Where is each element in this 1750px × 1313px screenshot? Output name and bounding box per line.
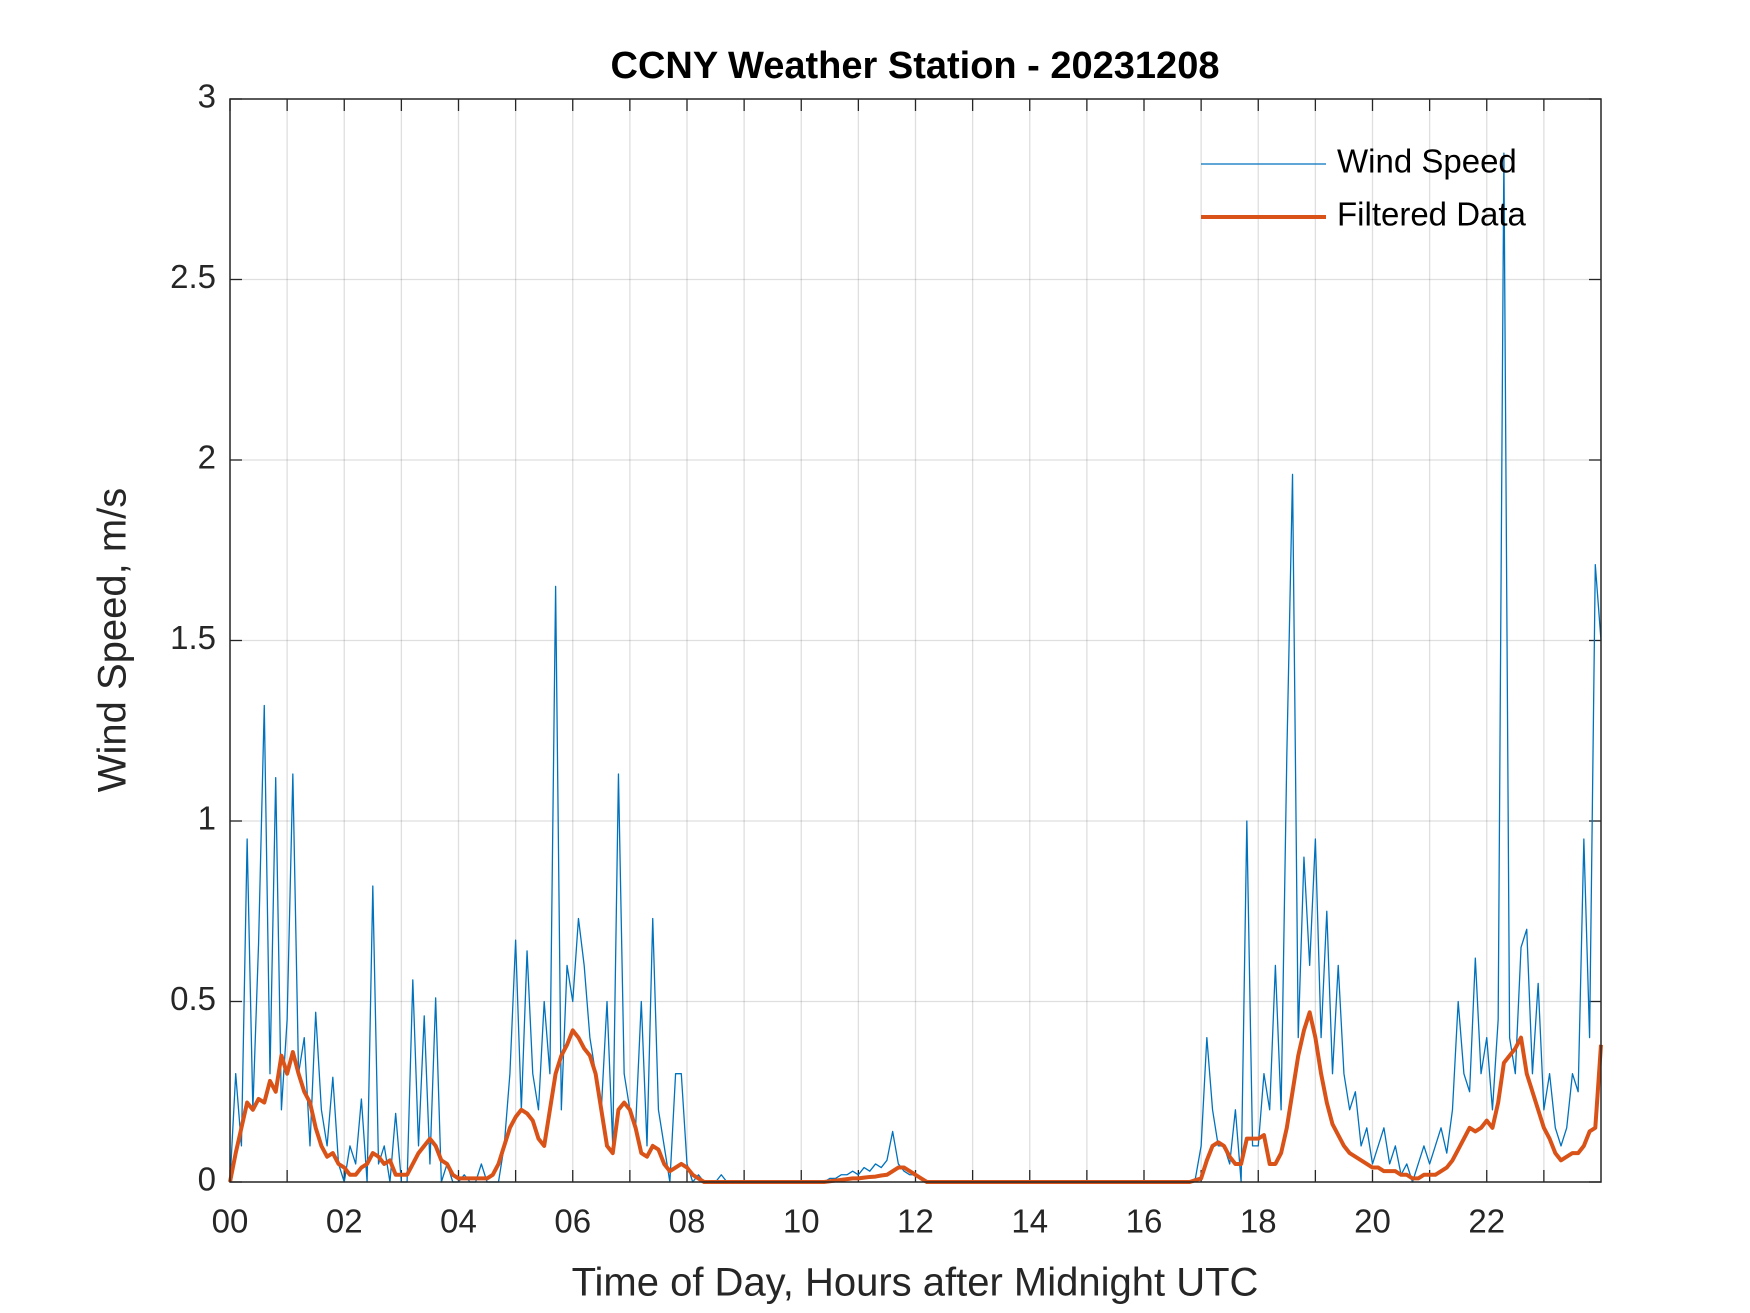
chart-title: CCNY Weather Station - 20231208: [611, 45, 1220, 87]
legend-label: Filtered Data: [1337, 196, 1527, 233]
x-tick-label: 18: [1240, 1203, 1277, 1240]
x-tick-label: 04: [440, 1203, 477, 1240]
y-tick-label: 0.5: [170, 980, 216, 1017]
y-tick-label: 3: [198, 78, 216, 115]
axes-box: [229, 98, 1602, 1183]
x-tick-label: 08: [669, 1203, 706, 1240]
x-axis-label: Time of Day, Hours after Midnight UTC: [572, 1261, 1259, 1305]
y-tick-label: 1.5: [170, 619, 216, 656]
y-tick-label: 2.5: [170, 258, 216, 295]
x-tick-label: 16: [1126, 1203, 1163, 1240]
x-tick-label: 06: [554, 1203, 591, 1240]
y-axis-label: Wind Speed, m/s: [91, 488, 135, 793]
y-tick-label: 2: [198, 439, 216, 476]
x-tick-label: 02: [326, 1203, 363, 1240]
x-tick-label: 12: [897, 1203, 934, 1240]
x-tick-label: 00: [212, 1203, 249, 1240]
y-tick-label: 0: [198, 1161, 216, 1198]
data-line: [228, 1010, 1603, 1184]
legend-label: Wind Speed: [1337, 143, 1517, 180]
x-tick-label: 20: [1354, 1203, 1391, 1240]
x-tick-label: 14: [1011, 1203, 1048, 1240]
x-tick-label: 22: [1468, 1203, 1505, 1240]
x-tick-label: 10: [783, 1203, 820, 1240]
y-tick-label: 1: [198, 800, 216, 837]
